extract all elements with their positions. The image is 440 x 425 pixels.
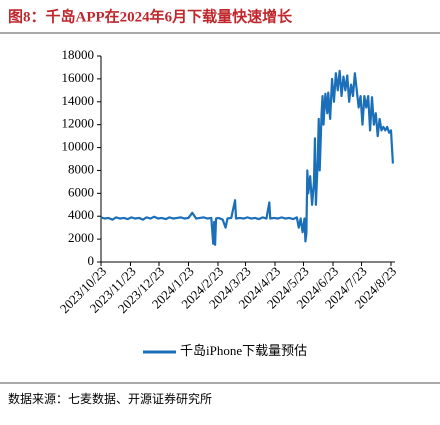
source: 数据来源：七麦数据、开源证券研究所 (8, 391, 212, 406)
y-tick-label: 18000 (62, 47, 95, 62)
y-tick-label: 4000 (68, 207, 94, 222)
y-tick-label: 0 (88, 253, 95, 268)
y-tick-label: 8000 (68, 161, 94, 176)
chart-title: 图8：千岛APP在2024年6月下载量快速增长 (8, 7, 293, 25)
y-tick-label: 12000 (62, 116, 95, 131)
y-tick-label: 6000 (68, 184, 94, 199)
y-tick-label: 10000 (62, 139, 95, 154)
y-tick-label: 2000 (68, 230, 94, 245)
legend-label: 千岛iPhone下载量预估 (180, 343, 307, 358)
data-line (100, 69, 394, 246)
y-tick-label: 14000 (62, 93, 95, 108)
y-tick-label: 16000 (62, 70, 95, 85)
